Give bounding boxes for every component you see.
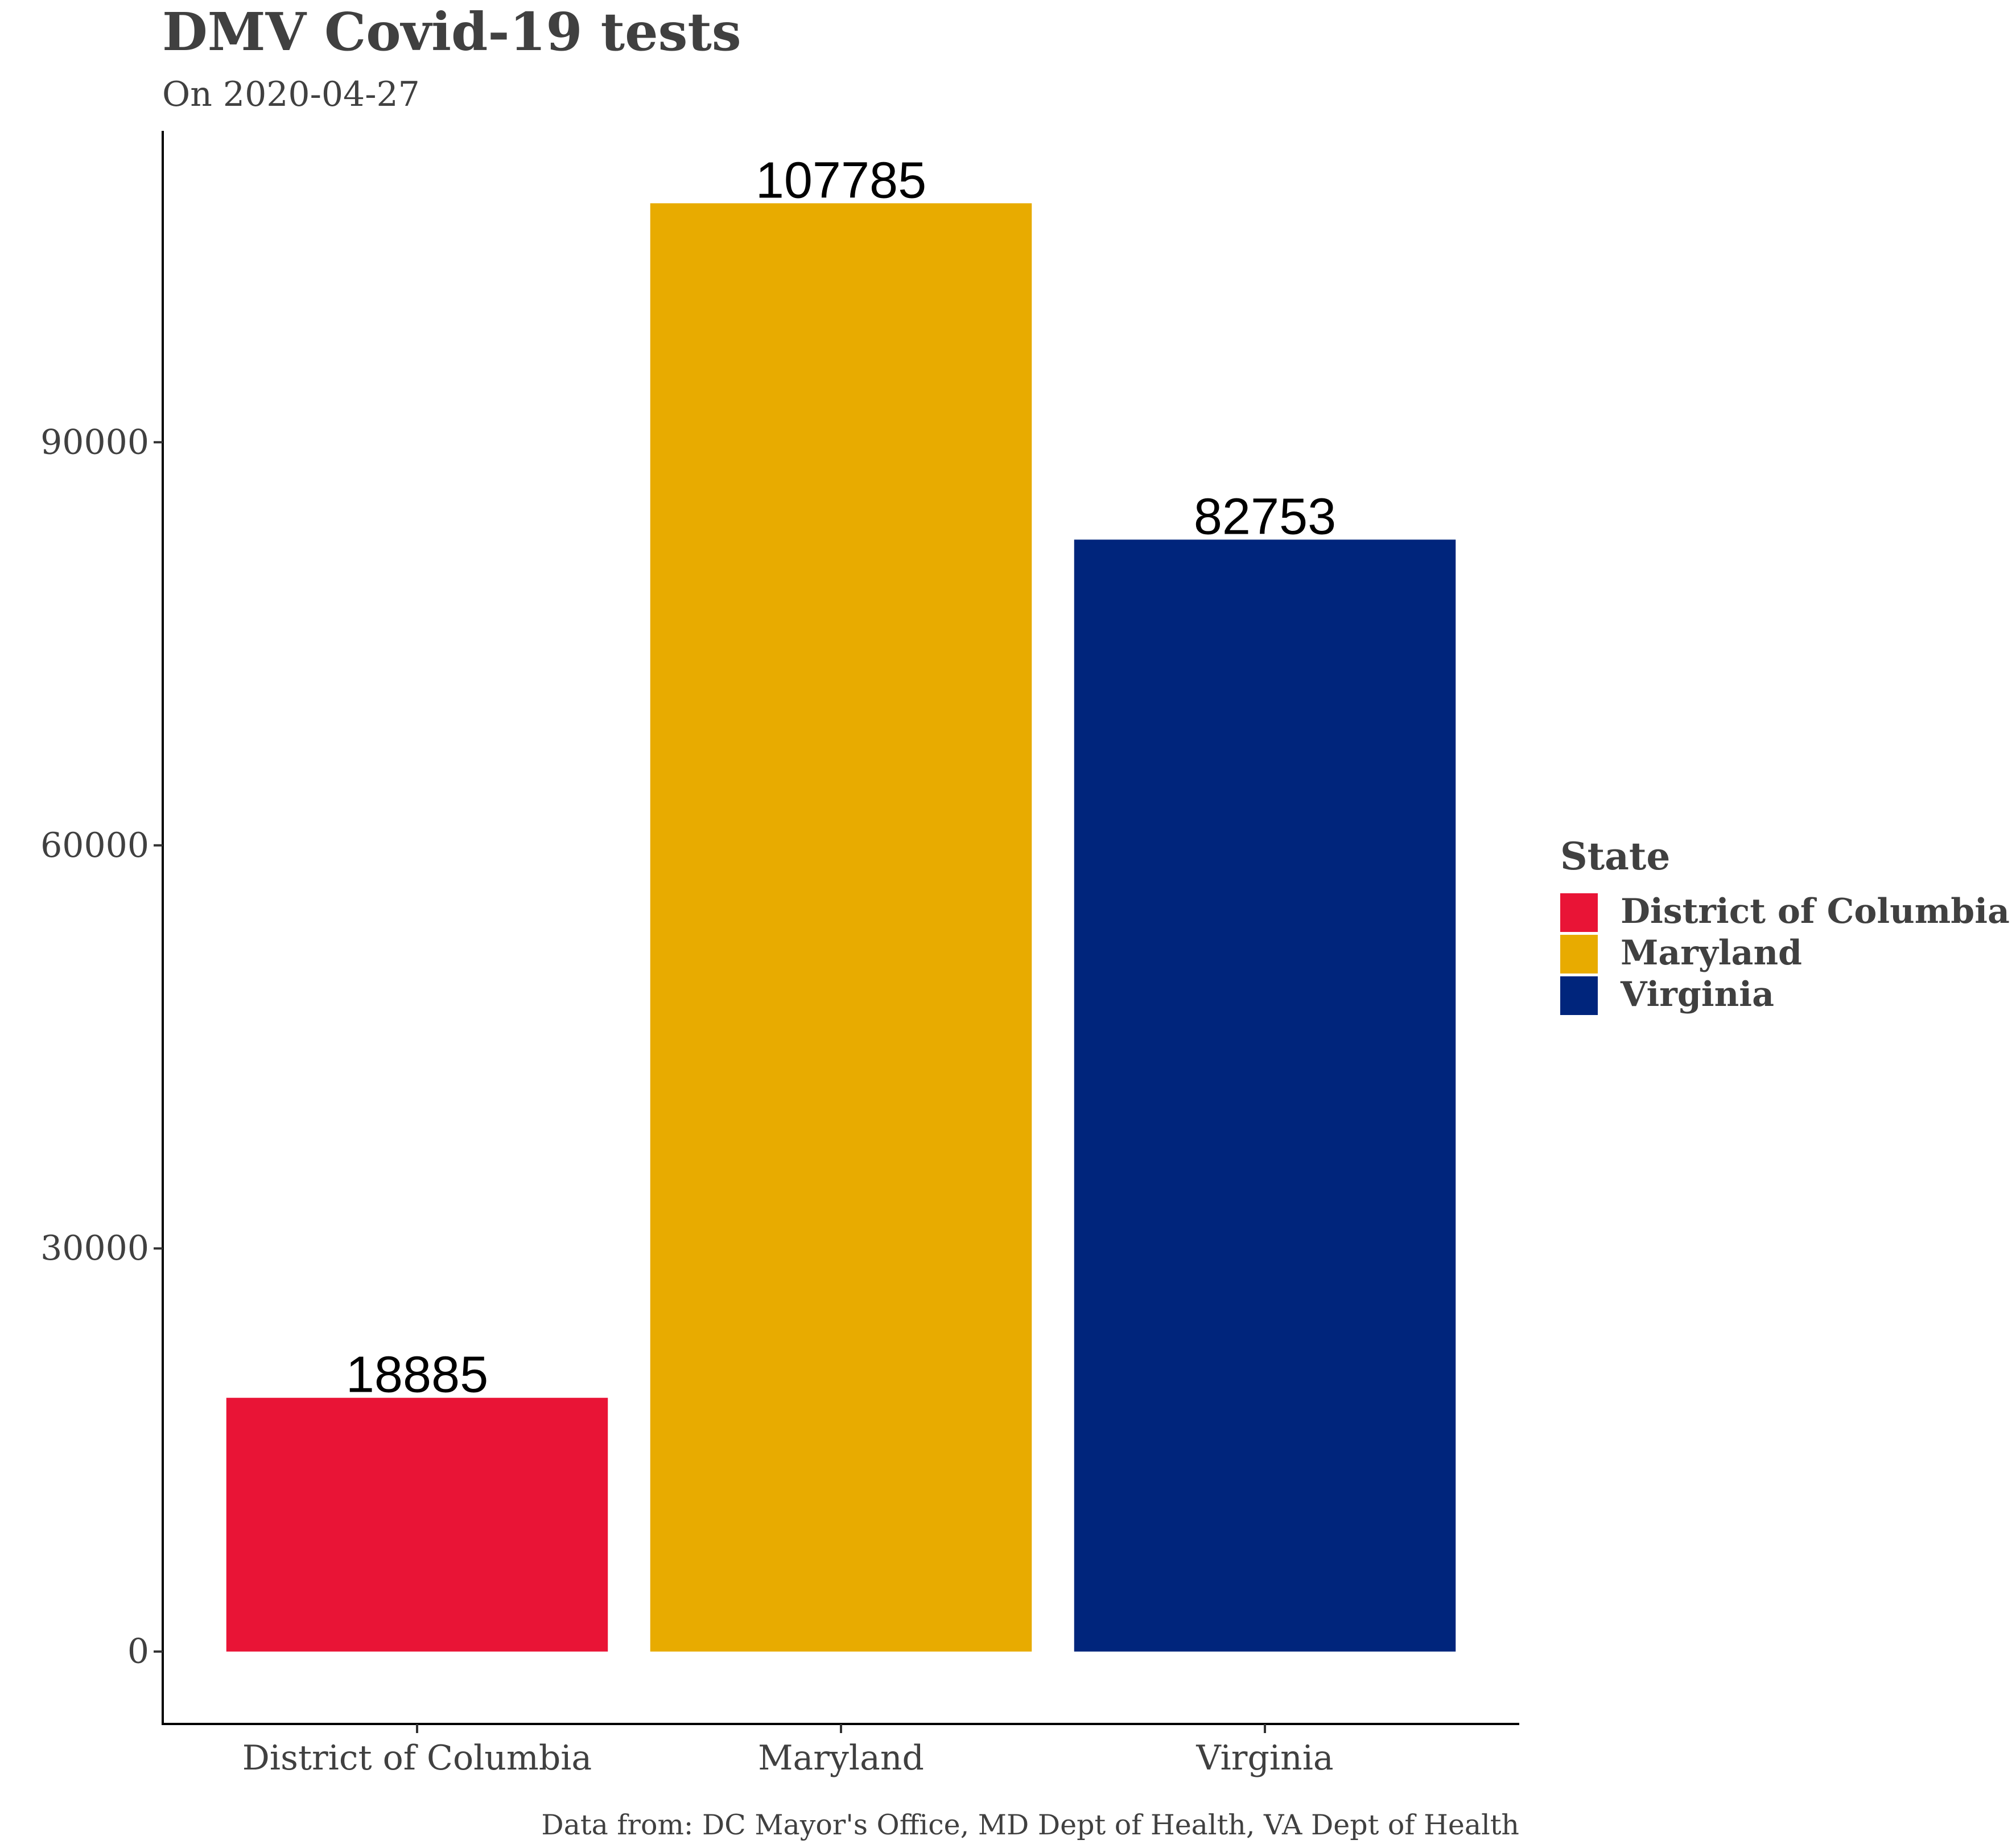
chart-subtitle: On 2020-04-27 xyxy=(162,75,420,114)
legend-key xyxy=(1560,976,1598,1015)
legend-key xyxy=(1560,935,1598,974)
chart-title: DMV Covid-19 tests xyxy=(162,1,741,63)
bar xyxy=(226,1397,608,1652)
bars-layer xyxy=(226,203,1456,1652)
plot-area: 18885 107785 82753 0 30000 60000 90000 Distri… xyxy=(40,131,1519,1778)
legend-label: Virginia xyxy=(1620,975,1774,1014)
data-label: 107785 xyxy=(756,152,926,209)
y-axis-ticks: 0 30000 60000 90000 xyxy=(40,422,163,1672)
legend-label: District of Columbia xyxy=(1621,892,2010,931)
legend-title: State xyxy=(1560,834,1670,878)
data-label: 18885 xyxy=(346,1347,488,1404)
y-tick-label: 30000 xyxy=(40,1228,149,1268)
chart-caption: Data from: DC Mayor's Office, MD Dept of… xyxy=(541,1809,1519,1841)
x-axis-ticks: District of Columbia Maryland Virginia xyxy=(242,1724,1334,1778)
legend-key xyxy=(1560,893,1598,932)
legend: State District of ColumbiaMarylandVirgin… xyxy=(1560,834,2010,1015)
bar xyxy=(1074,539,1456,1652)
y-tick-label: 60000 xyxy=(40,826,149,865)
y-tick-label: 90000 xyxy=(40,422,149,462)
legend-label: Maryland xyxy=(1621,933,1802,973)
data-labels-layer: 18885 107785 82753 xyxy=(346,152,1336,1403)
x-tick-label: Maryland xyxy=(758,1738,924,1778)
y-tick-label: 0 xyxy=(127,1632,149,1672)
data-label: 82753 xyxy=(1194,488,1336,545)
bar xyxy=(650,203,1032,1652)
x-tick-label: Virginia xyxy=(1195,1738,1333,1778)
x-tick-label: District of Columbia xyxy=(242,1738,592,1778)
